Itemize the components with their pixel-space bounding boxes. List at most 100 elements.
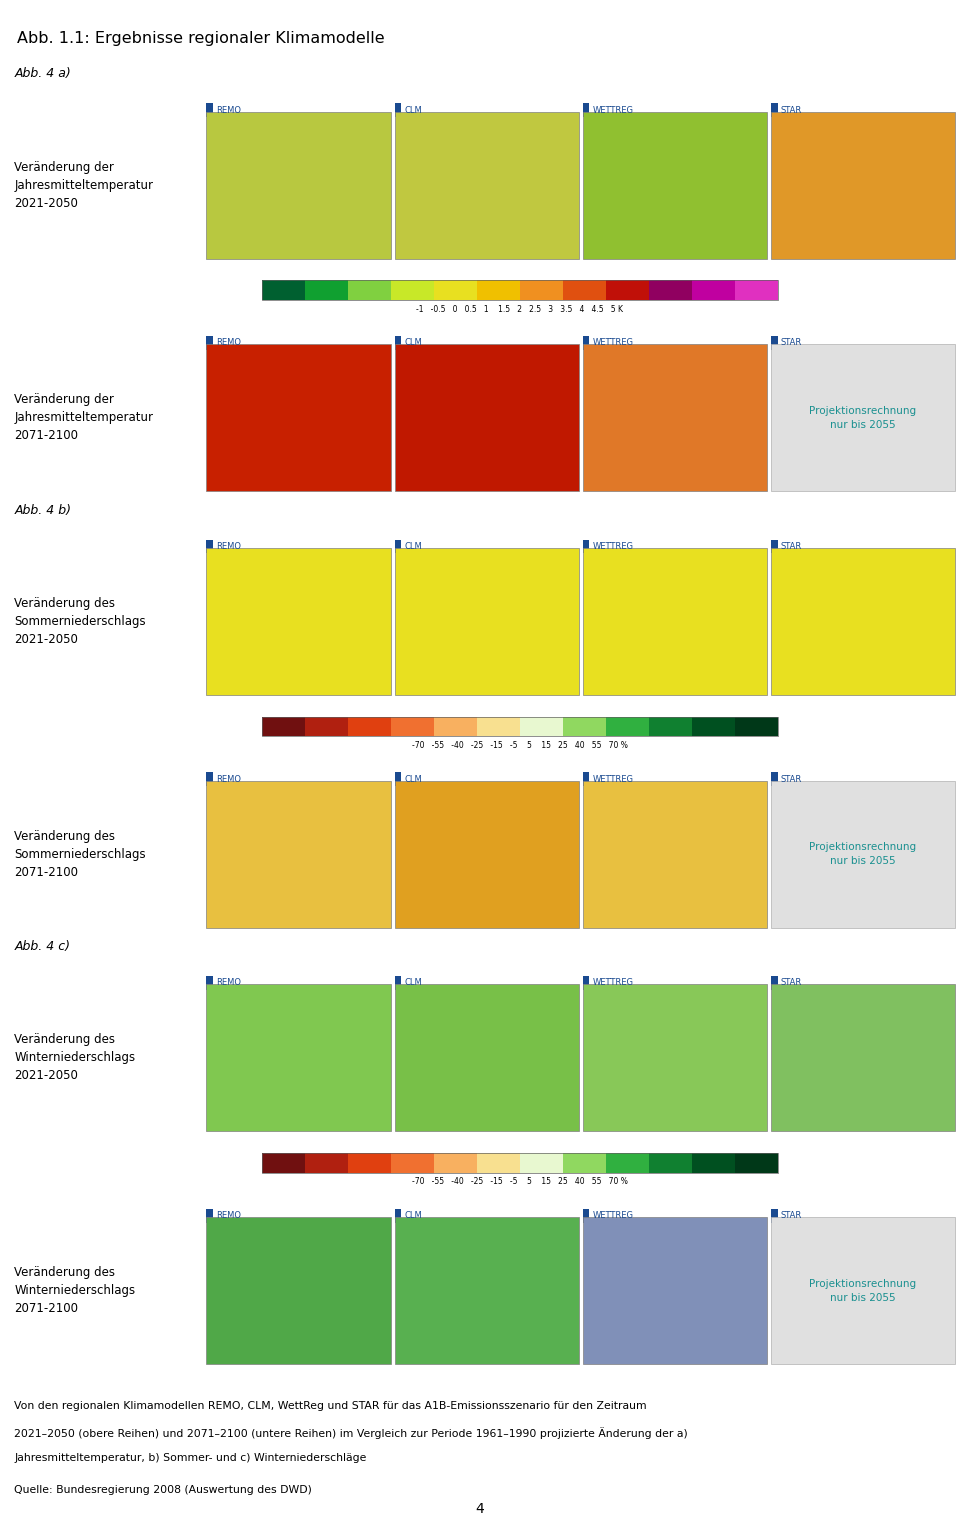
- Text: STAR: STAR: [780, 542, 802, 551]
- Bar: [262, 280, 304, 300]
- Bar: [771, 781, 955, 928]
- Bar: [395, 539, 401, 553]
- Bar: [395, 781, 579, 928]
- Text: -1   -0.5   0   0.5   1    1.5   2   2.5   3   3.5   4   4.5   5 K: -1 -0.5 0 0.5 1 1.5 2 2.5 3 3.5 4 4.5 5 …: [417, 305, 623, 314]
- Bar: [348, 717, 391, 736]
- Bar: [771, 984, 955, 1131]
- Bar: [206, 344, 391, 491]
- Bar: [734, 1153, 778, 1173]
- Bar: [771, 977, 778, 991]
- Bar: [734, 717, 778, 736]
- Bar: [734, 280, 778, 300]
- Bar: [395, 984, 579, 1131]
- Bar: [477, 717, 519, 736]
- Bar: [206, 104, 213, 116]
- Text: STAR: STAR: [780, 338, 802, 348]
- Bar: [606, 717, 649, 736]
- Text: REMO: REMO: [216, 1211, 241, 1220]
- Text: STAR: STAR: [780, 978, 802, 987]
- Bar: [434, 280, 477, 300]
- Bar: [583, 344, 767, 491]
- Bar: [395, 112, 579, 259]
- Bar: [771, 112, 955, 259]
- Bar: [395, 772, 401, 787]
- Text: -70   -55   -40   -25   -15   -5    5    15   25   40   55   70 %: -70 -55 -40 -25 -15 -5 5 15 25 40 55 70 …: [412, 1177, 628, 1187]
- Bar: [262, 1153, 778, 1173]
- Text: Jahresmitteltemperatur, b) Sommer- und c) Winterniederschläge: Jahresmitteltemperatur, b) Sommer- und c…: [14, 1453, 367, 1464]
- Bar: [771, 1217, 955, 1364]
- Bar: [519, 280, 563, 300]
- Bar: [583, 977, 589, 991]
- Text: Veränderung der
Jahresmitteltemperatur
2071-2100: Veränderung der Jahresmitteltemperatur 2…: [14, 393, 154, 442]
- Bar: [771, 344, 955, 491]
- Text: STAR: STAR: [780, 1211, 802, 1220]
- Bar: [583, 104, 589, 116]
- Bar: [692, 717, 734, 736]
- Bar: [262, 717, 778, 736]
- Bar: [262, 717, 304, 736]
- Text: Veränderung des
Sommerniederschlags
2071-2100: Veränderung des Sommerniederschlags 2071…: [14, 830, 146, 879]
- Bar: [519, 1153, 563, 1173]
- Bar: [583, 548, 767, 695]
- Text: CLM: CLM: [404, 978, 421, 987]
- Bar: [477, 1153, 519, 1173]
- Text: WETTREG: WETTREG: [592, 775, 634, 784]
- Bar: [434, 1153, 477, 1173]
- Bar: [583, 1217, 767, 1364]
- Bar: [649, 280, 692, 300]
- Bar: [395, 104, 401, 116]
- Bar: [206, 548, 391, 695]
- Bar: [391, 717, 434, 736]
- Text: Projektionsrechnung
nur bis 2055: Projektionsrechnung nur bis 2055: [809, 406, 917, 430]
- Text: -70   -55   -40   -25   -15   -5    5    15   25   40   55   70 %: -70 -55 -40 -25 -15 -5 5 15 25 40 55 70 …: [412, 741, 628, 750]
- Bar: [206, 335, 213, 349]
- Bar: [206, 781, 391, 928]
- Bar: [391, 280, 434, 300]
- Bar: [395, 1209, 401, 1222]
- Bar: [434, 717, 477, 736]
- Bar: [583, 984, 767, 1131]
- Bar: [771, 1209, 778, 1222]
- Bar: [391, 1153, 434, 1173]
- Bar: [583, 781, 767, 928]
- Bar: [583, 112, 767, 259]
- Bar: [563, 1153, 606, 1173]
- Text: Abb. 4 a): Abb. 4 a): [14, 67, 71, 80]
- Bar: [583, 335, 589, 349]
- Text: STAR: STAR: [780, 775, 802, 784]
- Text: CLM: CLM: [404, 338, 421, 348]
- Text: Quelle: Bundesregierung 2008 (Auswertung des DWD): Quelle: Bundesregierung 2008 (Auswertung…: [14, 1485, 312, 1496]
- Bar: [395, 335, 401, 349]
- Bar: [206, 539, 213, 553]
- Bar: [395, 977, 401, 991]
- Text: Veränderung des
Winterniederschlags
2071-2100: Veränderung des Winterniederschlags 2071…: [14, 1266, 135, 1315]
- Text: WETTREG: WETTREG: [592, 1211, 634, 1220]
- Bar: [771, 548, 955, 695]
- Text: Von den regionalen Klimamodellen REMO, CLM, WettReg und STAR für das A1B-Emissio: Von den regionalen Klimamodellen REMO, C…: [14, 1401, 647, 1412]
- Text: WETTREG: WETTREG: [592, 338, 634, 348]
- Text: REMO: REMO: [216, 978, 241, 987]
- Text: Veränderung der
Jahresmitteltemperatur
2021-2050: Veränderung der Jahresmitteltemperatur 2…: [14, 161, 154, 210]
- Bar: [206, 984, 391, 1131]
- Bar: [771, 539, 778, 553]
- Bar: [395, 548, 579, 695]
- Bar: [304, 1153, 348, 1173]
- Text: REMO: REMO: [216, 106, 241, 115]
- Bar: [395, 1217, 579, 1364]
- Bar: [771, 104, 778, 116]
- Text: WETTREG: WETTREG: [592, 106, 634, 115]
- Bar: [606, 280, 649, 300]
- Bar: [563, 280, 606, 300]
- Bar: [262, 1153, 304, 1173]
- Bar: [262, 280, 778, 300]
- Text: CLM: CLM: [404, 775, 421, 784]
- Bar: [563, 717, 606, 736]
- Text: Projektionsrechnung
nur bis 2055: Projektionsrechnung nur bis 2055: [809, 842, 917, 867]
- Bar: [771, 772, 778, 787]
- Text: CLM: CLM: [404, 106, 421, 115]
- Bar: [477, 280, 519, 300]
- Bar: [206, 772, 213, 787]
- Bar: [206, 977, 213, 991]
- Text: REMO: REMO: [216, 775, 241, 784]
- Bar: [649, 1153, 692, 1173]
